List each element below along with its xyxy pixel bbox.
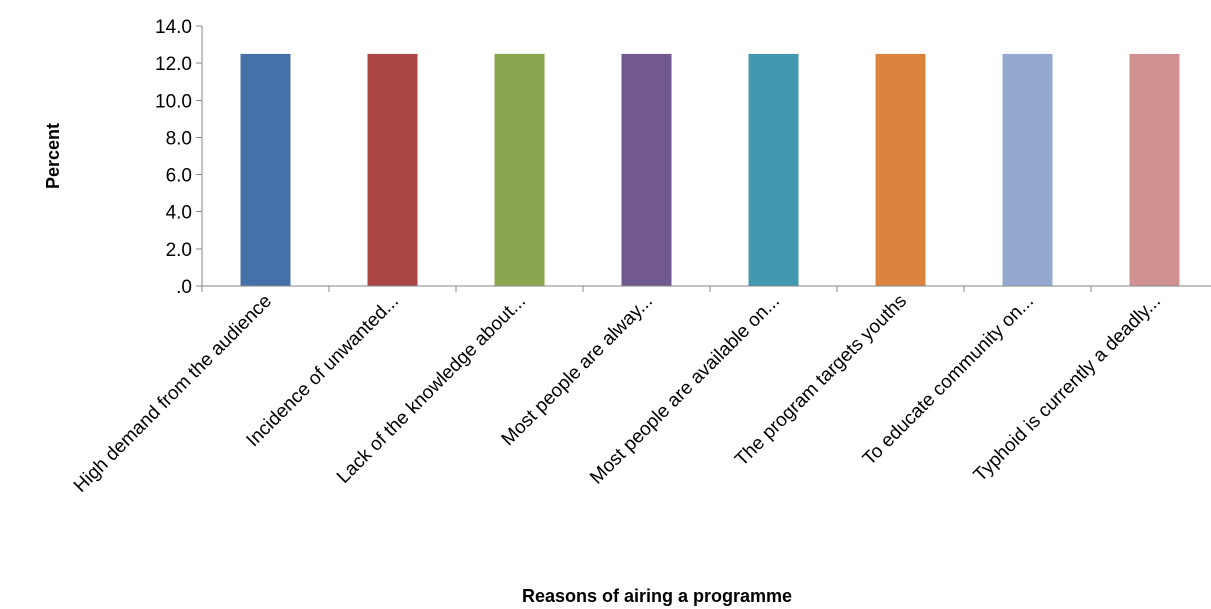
bar — [367, 53, 418, 287]
y-tick-label: 2.0 — [166, 240, 192, 261]
y-tick-label: 14.0 — [155, 17, 192, 38]
x-tick-label: High demand from the audience — [70, 291, 276, 497]
x-axis-title: Reasons of airing a programme — [522, 586, 792, 606]
bar — [494, 53, 545, 287]
bar — [1129, 53, 1180, 287]
y-tick-label: 8.0 — [166, 128, 192, 149]
y-axis-title: Percent — [43, 123, 63, 189]
y-tick-label: 4.0 — [166, 203, 192, 224]
y-tick-label: 6.0 — [166, 166, 192, 187]
y-tick-label: 12.0 — [155, 54, 192, 75]
bar — [621, 53, 672, 287]
bar — [240, 53, 291, 287]
bar — [748, 53, 799, 287]
y-tick-label: 10.0 — [155, 91, 192, 112]
bars — [240, 53, 1180, 287]
bar — [875, 53, 926, 287]
y-tick-label: .0 — [176, 277, 192, 298]
y-axis: .0 2.0 4.0 6.0 8.0 10.0 12.0 14.0 — [155, 17, 203, 298]
bar — [1002, 53, 1053, 287]
